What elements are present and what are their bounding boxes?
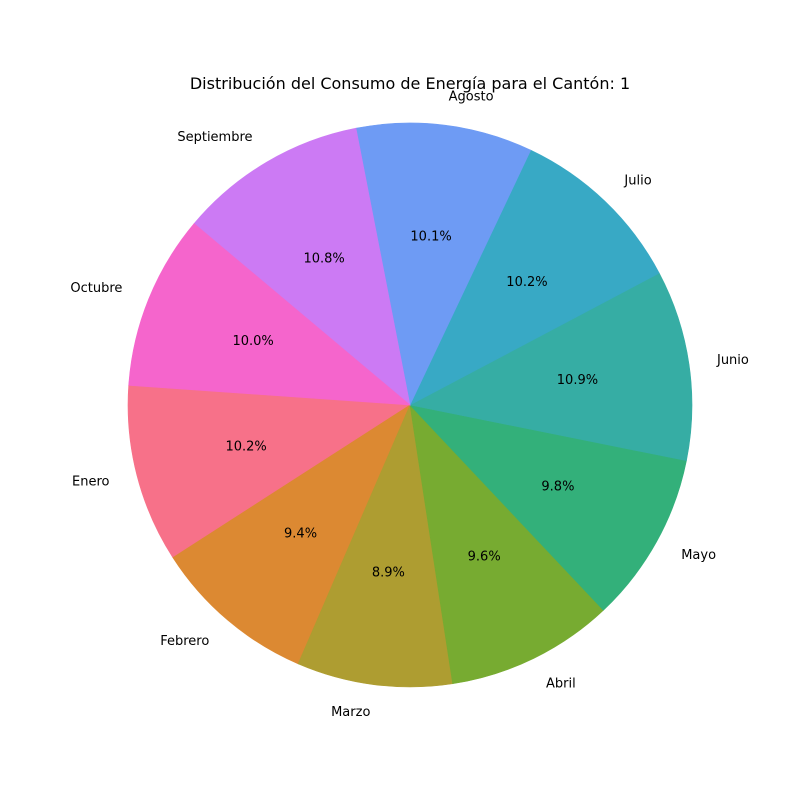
pie-slice-mayo [409, 404, 687, 611]
pct-label-mayo: 9.8% [541, 480, 574, 495]
pct-label-marzo: 8.9% [372, 565, 405, 580]
slice-label-mayo: Mayo [681, 548, 716, 563]
pct-label-febrero: 9.4% [284, 527, 317, 542]
pct-label-enero: 10.2% [225, 440, 266, 455]
pie-slices [127, 122, 693, 688]
pie-slice-julio [409, 149, 660, 406]
pie-slice-abril [409, 404, 604, 685]
slice-label-enero: Enero [72, 475, 110, 490]
pie-slice-marzo [297, 403, 454, 688]
slice-label-julio: Julio [623, 173, 651, 188]
slice-label-octubre: Octubre [70, 281, 122, 296]
pie-slice-agosto [355, 122, 532, 406]
pie-slice-junio [409, 272, 693, 462]
pct-label-octubre: 10.0% [232, 334, 273, 349]
slice-label-abril: Abril [546, 676, 576, 691]
pct-label-agosto: 10.1% [410, 230, 451, 245]
pct-label-septiembre: 10.8% [303, 252, 344, 267]
pie-slice-febrero [172, 404, 411, 665]
slice-label-agosto: Agosto [449, 90, 494, 105]
pct-label-junio: 10.9% [557, 373, 598, 388]
slice-label-marzo: Marzo [331, 705, 370, 720]
pie-slice-septiembre [193, 127, 411, 406]
percentage-labels: 10.2% 9.4% 8.9% 9.6% 9.8% 10.9% 10.2% 10.1% 10.8… [225, 230, 598, 581]
pie-slice-enero [127, 385, 411, 558]
chart-title: Distribución del Consumo de Energía para… [190, 74, 630, 93]
pct-label-abril: 9.6% [468, 550, 501, 565]
slice-label-septiembre: Septiembre [177, 130, 252, 145]
slice-label-febrero: Febrero [160, 634, 209, 649]
slice-labels: Enero Febrero Marzo Abril Mayo Junio Julio Agos… [70, 90, 749, 720]
pie-slice-octubre [128, 223, 411, 406]
pct-label-julio: 10.2% [506, 275, 547, 290]
slice-label-junio: Junio [716, 353, 749, 368]
